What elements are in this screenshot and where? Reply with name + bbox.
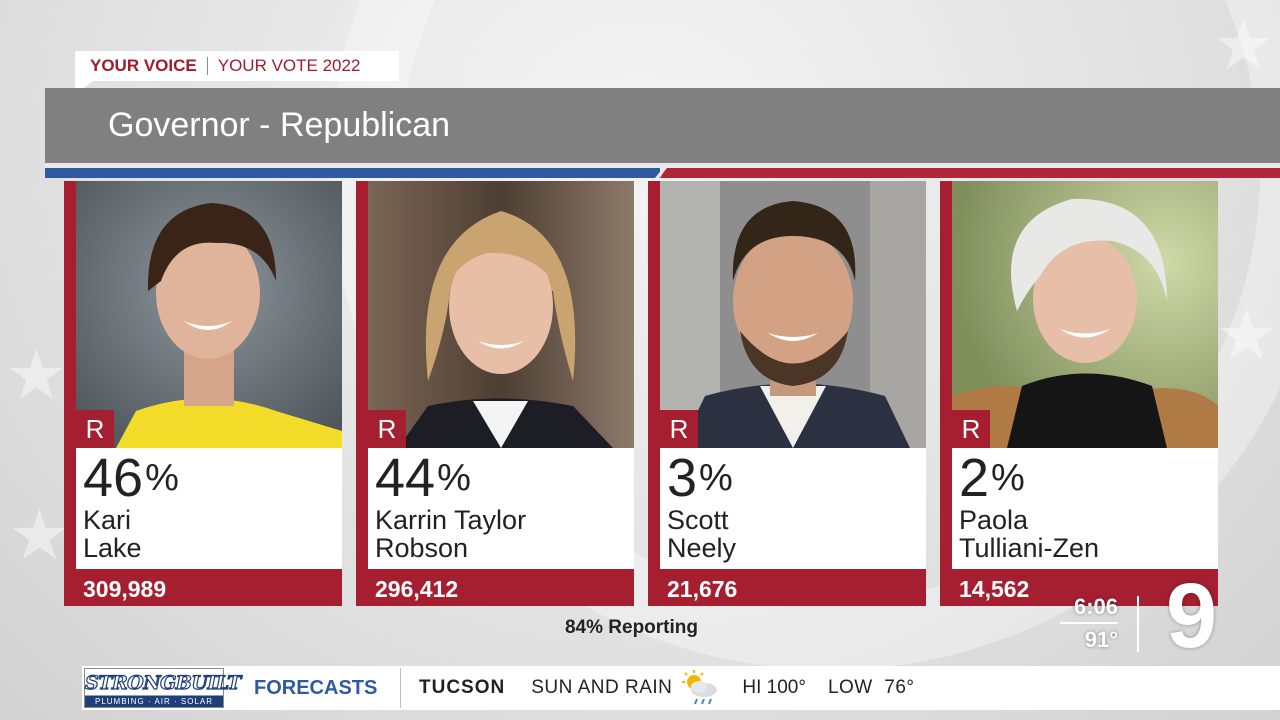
ticker-section: FORECASTS — [254, 676, 378, 699]
segment-tag: YOUR VOICE YOUR VOTE 2022 — [75, 51, 399, 81]
forecast-ticker: STRONGBUILT PLUMBING · AIR · SOLAR FOREC… — [82, 666, 1280, 710]
candidate-photo — [76, 181, 342, 448]
candidate-photo — [660, 181, 926, 448]
party-badge: R — [660, 410, 698, 448]
time-temp: 6:06 91° — [1060, 594, 1118, 653]
candidate-first-name: Scott — [667, 505, 729, 535]
title-underline — [45, 163, 1280, 168]
station-logo: 9 — [1166, 565, 1218, 667]
party-badge: R — [76, 410, 114, 448]
candidate-last-name: Lake — [83, 533, 142, 563]
background-star: ★ — [1212, 6, 1275, 84]
party-badge: R — [368, 410, 406, 448]
percent-sign: % — [145, 457, 179, 499]
percent-sign: % — [699, 457, 733, 499]
forecast-high: HI 100° — [742, 677, 806, 698]
ticker-divider — [400, 668, 401, 708]
red-stripe — [660, 168, 1280, 178]
sponsor-logo: STRONGBUILT PLUMBING · AIR · SOLAR — [84, 668, 242, 708]
percent-value: 44 — [375, 448, 436, 508]
percent-value: 2 — [959, 448, 990, 508]
candidate-first-name: Kari — [83, 505, 132, 535]
vote-percent: 46% — [83, 450, 342, 506]
vote-percent: 44% — [375, 450, 634, 506]
percent-value: 3 — [667, 448, 698, 508]
candidate-card: R 44% Karrin Taylor Robson 296,412 — [356, 181, 634, 606]
race-title-bar: Governor - Republican — [45, 88, 1280, 163]
vote-count: 296,412 — [375, 576, 459, 602]
reporting-status: 84% Reporting — [564, 617, 699, 638]
sun-rain-icon — [682, 670, 718, 705]
party-badge: R — [952, 410, 990, 448]
candidate-first-name: Paola — [959, 505, 1029, 535]
candidate-card: R 3% Scott Neely 21,676 — [648, 181, 926, 606]
forecast-condition: SUN AND RAIN — [531, 677, 673, 698]
forecast-city: TUCSON — [419, 677, 506, 698]
vote-percent: 2% — [959, 450, 1218, 506]
candidate-card: R 2% Paola Tulliani-Zen 14,562 — [940, 181, 1218, 606]
vote-count: 14,562 — [959, 576, 1030, 602]
candidate-card: R 46% Kari Lake 309,989 — [64, 181, 342, 606]
candidate-first-name: Karrin Taylor — [375, 505, 527, 535]
logo-divider — [1137, 596, 1139, 652]
vote-count: 309,989 — [83, 576, 167, 602]
candidate-photo — [952, 181, 1218, 448]
segment-subtitle: YOUR VOTE 2022 — [217, 56, 361, 75]
candidate-last-name: Tulliani-Zen — [959, 533, 1100, 563]
current-temperature: 91° — [1084, 627, 1118, 652]
percent-sign: % — [991, 457, 1025, 499]
percent-sign: % — [437, 457, 471, 499]
segment-brand: YOUR VOICE — [90, 56, 197, 75]
segment-divider — [206, 57, 208, 75]
candidate-info: 44% Karrin Taylor Robson — [368, 448, 634, 569]
background-star: ★ — [5, 336, 68, 414]
candidate-info: 46% Kari Lake — [76, 448, 342, 569]
stripe-gap — [655, 168, 667, 178]
background-star: ★ — [1215, 296, 1278, 374]
vote-count: 21,676 — [667, 576, 738, 602]
candidate-info: 2% Paola Tulliani-Zen — [952, 448, 1218, 569]
blue-stripe — [45, 168, 660, 178]
percent-value: 46 — [83, 448, 144, 508]
candidate-info: 3% Scott Neely — [660, 448, 926, 569]
vote-percent: 3% — [667, 450, 926, 506]
candidate-last-name: Robson — [375, 533, 469, 563]
candidate-last-name: Neely — [667, 533, 737, 563]
clock-time: 6:06 — [1073, 594, 1118, 619]
race-title: Governor - Republican — [108, 106, 451, 144]
clock-rule — [1060, 622, 1118, 624]
background-star: ★ — [8, 496, 71, 574]
sponsor-name: STRONGBUILT — [84, 671, 241, 694]
sponsor-tagline: PLUMBING · AIR · SOLAR — [94, 697, 214, 706]
candidate-photo — [368, 181, 634, 448]
forecast-low: LOW 76° — [827, 677, 915, 698]
